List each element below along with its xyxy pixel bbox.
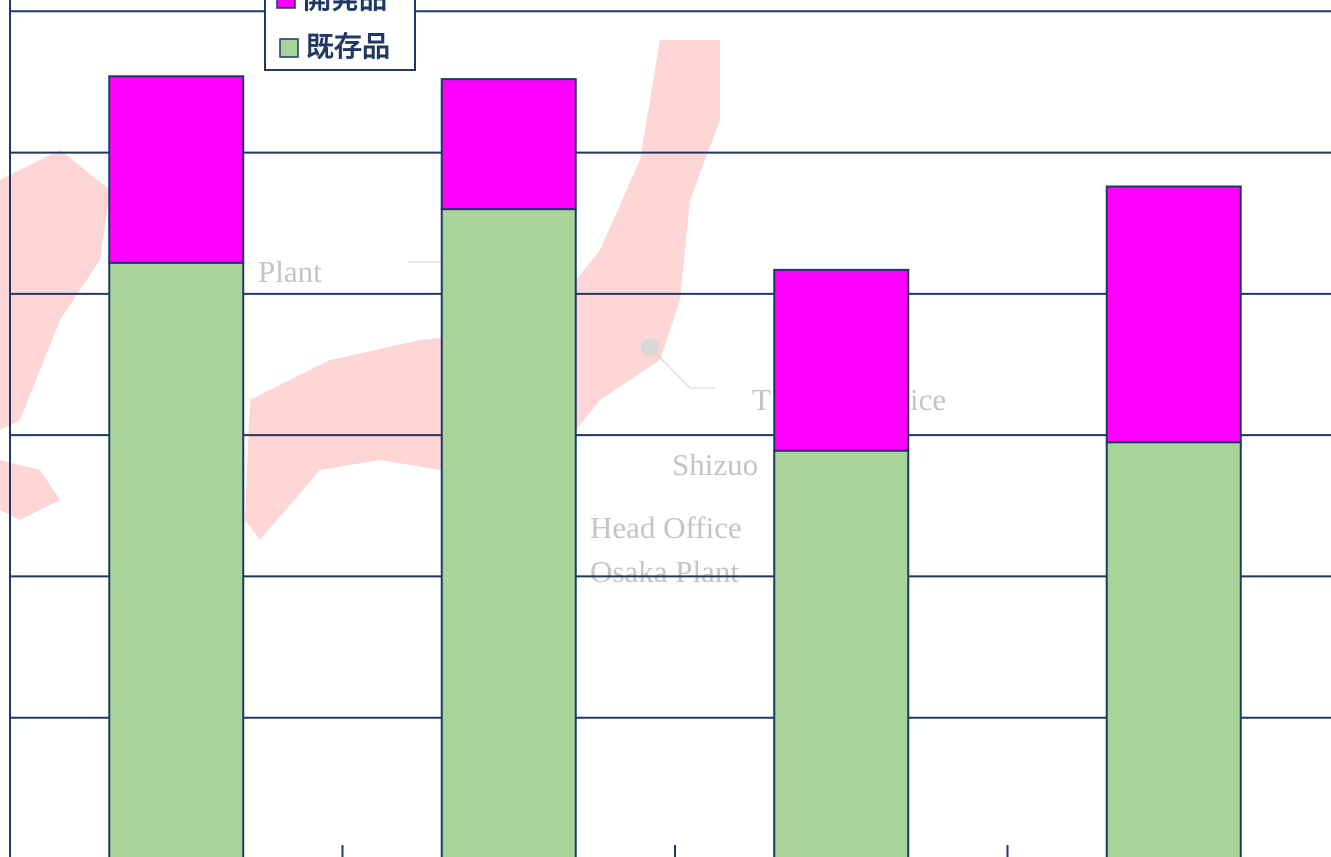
bar-segment [773,449,910,857]
bar-segment [108,75,245,264]
legend-swatch [276,0,296,9]
bar-segment [440,208,577,857]
legend-box [264,0,416,71]
bar-segment [1105,441,1242,857]
bar-segment [773,268,910,452]
leader-line [649,346,691,389]
legend: 開発品 既存品 [264,0,416,71]
watermark-text: Osaka Plant [590,554,739,589]
watermark-text: Shizuo [672,447,758,482]
plot [9,0,1331,857]
legend-label: 既存品 [306,30,390,63]
legend-label: 開発品 [303,0,387,15]
bar-segment [108,261,245,857]
bar-segment [440,78,577,211]
legend-swatch [279,38,299,58]
watermark-text: Head Office [590,510,742,545]
bar-segment [1105,185,1242,444]
map-dot [641,338,659,356]
watermark-text: T [752,382,771,417]
watermark-text: Plant [258,254,322,289]
watermark-text: ice [910,382,946,417]
map-watermark [0,40,720,540]
